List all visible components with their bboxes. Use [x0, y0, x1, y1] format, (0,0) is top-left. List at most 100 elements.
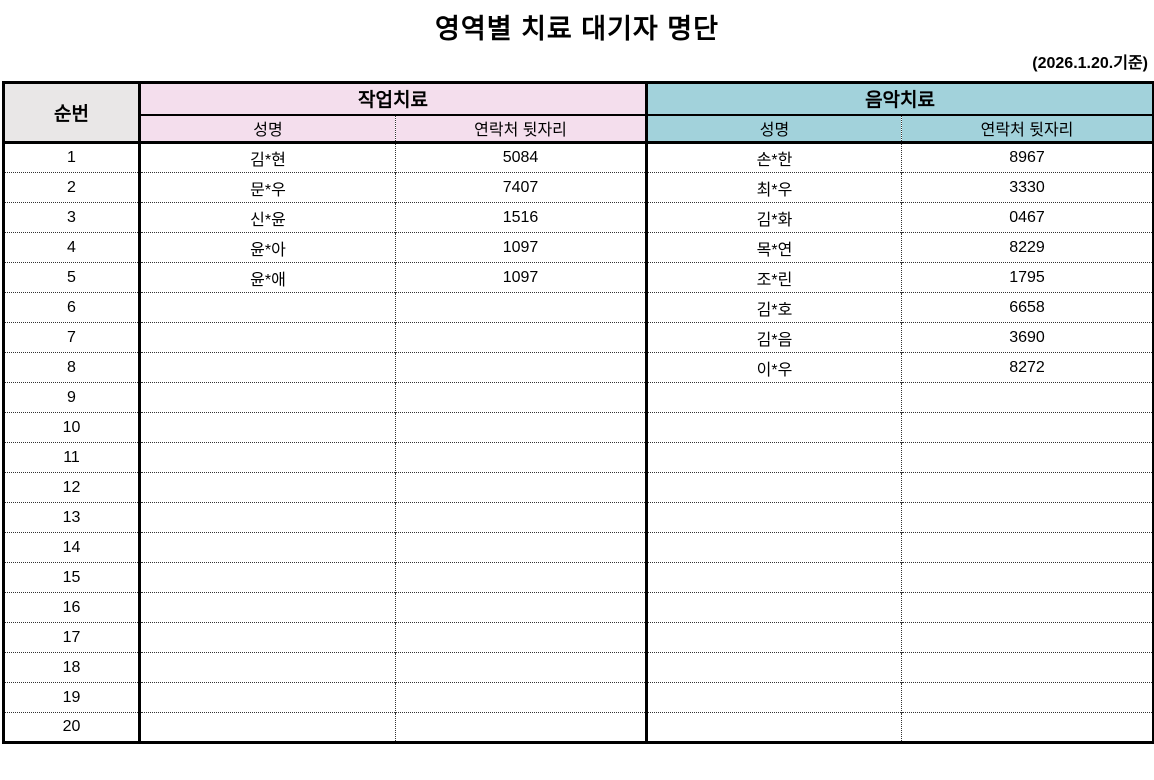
- row-number-cell: 10: [3, 412, 141, 443]
- row-number-cell: 5: [3, 262, 141, 293]
- ot-name-cell: [139, 562, 396, 593]
- ot-name-cell: [139, 412, 396, 443]
- ot-name-cell: [139, 712, 396, 743]
- col-header-mt-phone: 연락처 뒷자리: [901, 114, 1154, 143]
- mt-phone-cell: [901, 442, 1154, 473]
- row-number-cell: 12: [3, 472, 141, 503]
- col-header-mt-name: 성명: [646, 114, 903, 143]
- ot-name-cell: 윤*아: [139, 232, 396, 263]
- mt-phone-cell: [901, 682, 1154, 713]
- table-row: 13: [3, 502, 1154, 533]
- table-row: 11: [3, 442, 1154, 473]
- ot-name-cell: [139, 502, 396, 533]
- ot-name-cell: [139, 442, 396, 473]
- col-header-ot-phone: 연락처 뒷자리: [395, 114, 649, 143]
- mt-name-cell: 김*화: [646, 202, 903, 233]
- page-title: 영역별 치료 대기자 명단: [435, 14, 719, 44]
- table-row: 14: [3, 532, 1154, 563]
- ot-name-cell: [139, 352, 396, 383]
- mt-phone-cell: 8967: [1009, 149, 1045, 166]
- ot-phone-cell: 1097: [395, 232, 649, 263]
- mt-name-cell: 김*음: [646, 322, 903, 353]
- table-row: 5 윤*애 1097 조*린 1795: [3, 262, 1154, 293]
- section-header-music-therapy: 음악치료: [646, 82, 1154, 116]
- table-row: 10: [3, 412, 1154, 443]
- ot-phone-cell: [395, 352, 649, 383]
- ot-phone-cell: 1097: [395, 262, 649, 293]
- mt-name-cell: 손*한: [646, 142, 903, 173]
- row-number-cell: 20: [3, 712, 141, 743]
- mt-phone-cell: 3330: [901, 172, 1154, 203]
- col-header-ot-name: 성명: [139, 114, 396, 143]
- ot-phone-cell: [395, 712, 649, 743]
- mt-name-cell: [646, 382, 903, 413]
- mt-phone-cell: [901, 532, 1154, 563]
- row-number-cell: 15: [3, 562, 141, 593]
- mt-name-cell: [646, 712, 903, 743]
- row-number-cell: 9: [3, 382, 141, 413]
- mt-phone-cell: [901, 652, 1154, 683]
- mt-name-cell: 이*우: [646, 352, 903, 383]
- ot-phone-cell: [395, 652, 649, 683]
- ot-name-cell: [139, 622, 396, 653]
- mt-phone-cell: 1795: [901, 262, 1154, 293]
- ot-phone-cell: [395, 622, 649, 653]
- table-row: 3 신*윤 1516 김*화 0467: [3, 202, 1154, 233]
- table-row: 2 문*우 7407 최*우 3330: [3, 172, 1154, 203]
- ot-name-cell: 김*현: [139, 142, 396, 173]
- row-number-cell: 17: [3, 622, 141, 653]
- ot-phone-cell: [395, 562, 649, 593]
- ot-name-cell: [139, 322, 396, 353]
- row-number-cell: 7: [3, 322, 141, 353]
- ot-phone-cell: [395, 502, 649, 533]
- mt-name-cell: [646, 532, 903, 563]
- ot-phone-cell: [395, 322, 649, 353]
- mt-phone-cell: [901, 472, 1154, 503]
- ot-name-cell: 문*우: [139, 172, 396, 203]
- mt-name-cell: 조*린: [646, 262, 903, 293]
- ot-phone-cell: [395, 442, 649, 473]
- row-number-cell: 3: [3, 202, 141, 233]
- table-row: 12: [3, 472, 1154, 503]
- mt-phone-cell: 8229: [901, 232, 1154, 263]
- row-number-cell: 2: [3, 172, 141, 203]
- mt-name-cell: 김*호: [646, 292, 903, 323]
- table-body: 1 김*현 5084 손*한 8967 2 문*우 7407 최*우 3330 3 신*윤 1516 김*…: [3, 142, 1154, 743]
- mt-phone-cell: 6658: [901, 292, 1154, 323]
- waitlist-table: 순번 작업치료 음악치료 성명 연락처 뒷자리 성명 연락처 뒷자리 1 김*현 5…: [2, 81, 1154, 744]
- mt-phone-cell: 8272: [901, 352, 1154, 383]
- section-header-occupational-therapy: 작업치료: [139, 82, 649, 116]
- mt-phone-cell: 3690: [901, 322, 1154, 353]
- ot-phone-cell: [395, 592, 649, 623]
- table-row: 16: [3, 592, 1154, 623]
- ot-phone-cell: 5084: [395, 142, 649, 173]
- table-row: 1 김*현 5084 손*한 8967: [3, 142, 1154, 173]
- ot-phone-cell: [395, 532, 649, 563]
- ot-name-cell: [139, 382, 396, 413]
- row-number-cell: 1: [3, 142, 141, 173]
- mt-name-cell: [646, 592, 903, 623]
- mt-phone-cell: [901, 592, 1154, 623]
- row-number-cell: 4: [3, 232, 141, 263]
- table-header: 순번 작업치료 음악치료 성명 연락처 뒷자리 성명 연락처 뒷자리: [3, 82, 1154, 143]
- table-row: 15: [3, 562, 1154, 593]
- row-number-cell: 14: [3, 532, 141, 563]
- ot-phone-cell: [395, 292, 649, 323]
- ot-name-cell: [139, 682, 396, 713]
- row-number-cell: 8: [3, 352, 141, 383]
- ot-phone-cell: 7407: [395, 172, 649, 203]
- ot-name-cell: [139, 472, 396, 503]
- table-row: 19: [3, 682, 1154, 713]
- ot-name-cell: 신*윤: [139, 202, 396, 233]
- table-row: 7 김*음 3690: [3, 322, 1154, 353]
- table-row: 4 윤*아 1097 목*연 8229: [3, 232, 1154, 263]
- row-number-cell: 19: [3, 682, 141, 713]
- table-row: 8 이*우 8272: [3, 352, 1154, 383]
- table-row: 6 김*호 6658: [3, 292, 1154, 323]
- mt-phone-cell: [901, 622, 1154, 653]
- row-number-cell: 16: [3, 592, 141, 623]
- ot-name-cell: [139, 292, 396, 323]
- ot-name-cell: [139, 532, 396, 563]
- mt-name-cell: 최*우: [646, 172, 903, 203]
- section-header-row: 순번 작업치료 음악치료: [3, 82, 1154, 143]
